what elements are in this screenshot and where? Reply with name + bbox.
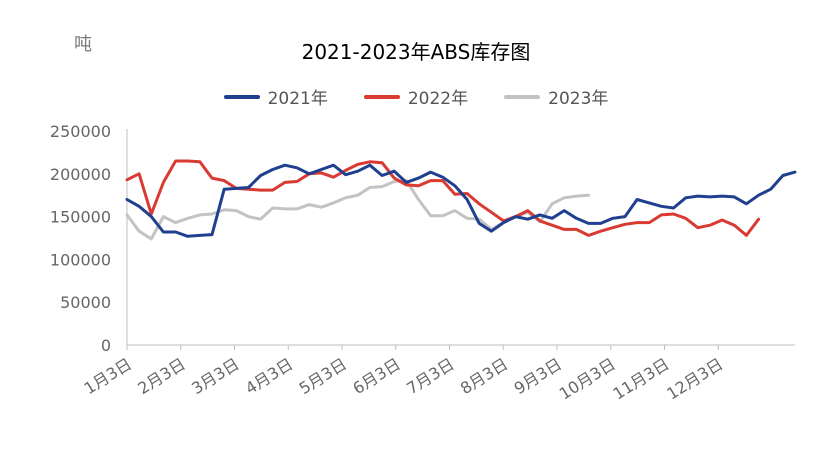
legend-label-2021: 2021年 — [267, 89, 328, 109]
series-line-2023 — [125, 179, 590, 241]
x-tick-label: 4月3日 — [242, 354, 296, 398]
legend-label-2023: 2023年 — [548, 89, 609, 109]
x-tick-label: 2月3日 — [134, 354, 188, 398]
legend-swatch-2021 — [223, 94, 260, 99]
legend-item-2021: 2021年 — [223, 84, 328, 109]
series-line-2022 — [125, 159, 761, 237]
y-tick-label: 250000 — [50, 122, 111, 141]
chart-title: 2021-2023年ABS库存图 — [301, 40, 531, 64]
x-tick-label: 7月3日 — [403, 354, 457, 398]
x-tick-label: 5月3日 — [296, 354, 350, 398]
y-tick-label: 50000 — [60, 293, 111, 312]
x-tick-label: 9月3日 — [511, 354, 565, 398]
y-tick-label: 150000 — [50, 208, 111, 227]
legend-item-2023: 2023年 — [504, 84, 608, 109]
y-tick-label: 100000 — [50, 250, 111, 269]
y-tick-label: 0 — [101, 336, 111, 355]
x-tick-label: 6月3日 — [349, 354, 403, 398]
y-tick-label: 200000 — [50, 165, 111, 184]
legend-label-2022: 2022年 — [407, 89, 469, 109]
x-tick-label: 11月3日 — [610, 354, 673, 403]
series-line-2021 — [125, 163, 797, 238]
x-tick-label: 12月3日 — [663, 354, 726, 403]
x-tick-label: 3月3日 — [188, 354, 242, 398]
legend-item-2022: 2022年 — [363, 84, 469, 109]
y-axis-unit-label: 吨 — [74, 34, 92, 55]
x-tick-label: 8月3日 — [457, 354, 511, 398]
x-tick-label: 10月3日 — [556, 354, 619, 403]
legend-swatch-2023 — [504, 94, 541, 99]
x-tick-label: 1月3日 — [81, 354, 135, 398]
legend-swatch-2022 — [363, 94, 400, 99]
legend: 2021年 2022年 2023年 — [0, 84, 832, 109]
